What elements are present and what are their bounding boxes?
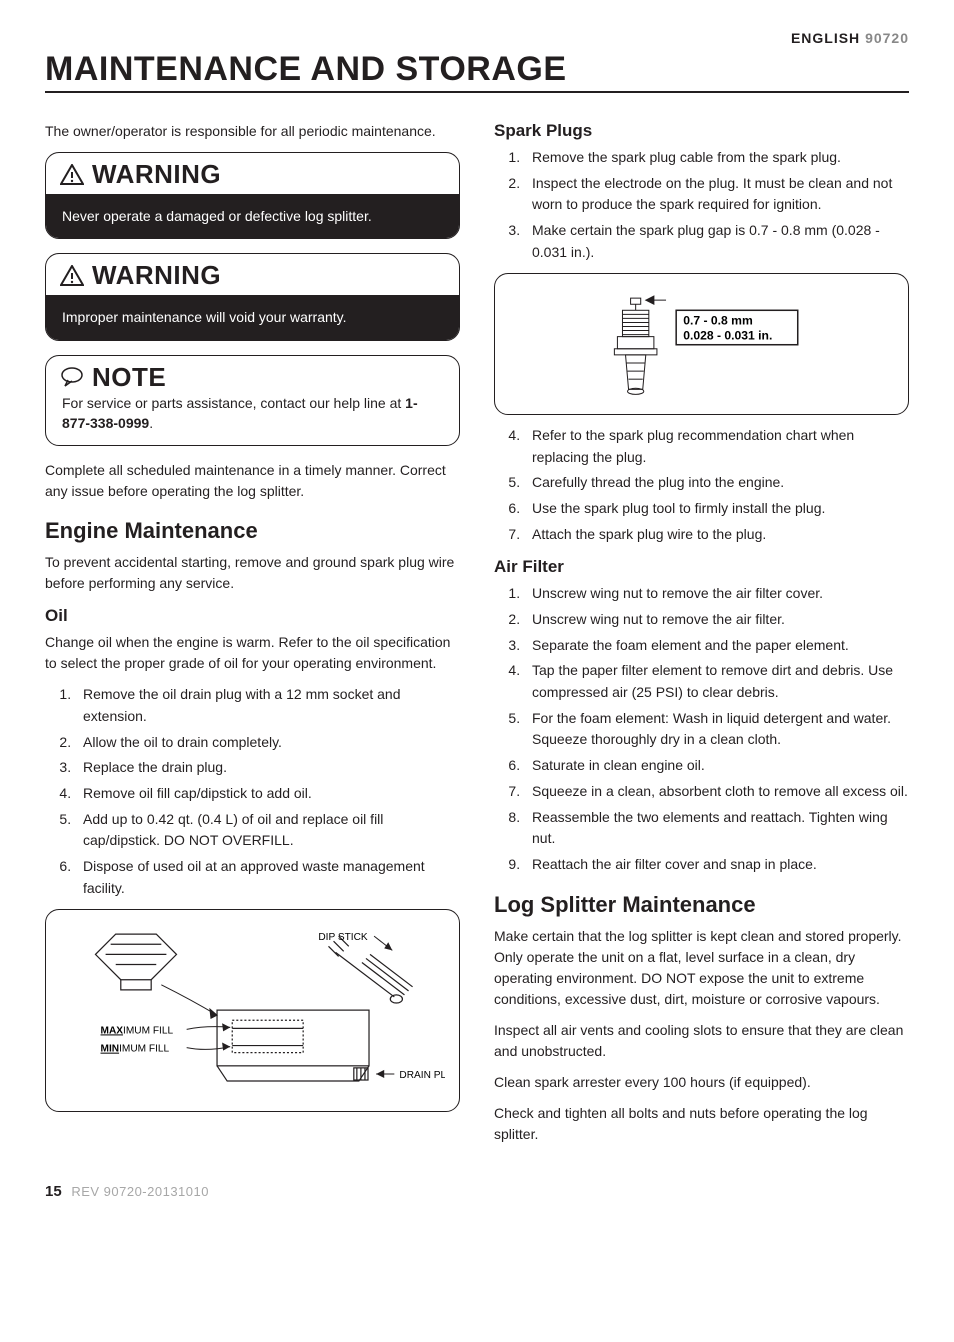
list-item: For the foam element: Wash in liquid det…: [524, 708, 909, 751]
warning-label: WARNING: [92, 260, 221, 291]
intro-paragraph: The owner/operator is responsible for al…: [45, 121, 460, 142]
list-item: Inspect the electrode on the plug. It mu…: [524, 173, 909, 216]
drain-plug-label: DRAIN PLUG: [399, 1070, 445, 1081]
list-item: Refer to the spark plug recommendation c…: [524, 425, 909, 468]
header-language-model: ENGLISH 90720: [45, 30, 909, 46]
warning-header: WARNING: [46, 254, 459, 295]
note-suffix: .: [149, 415, 153, 431]
list-item: Squeeze in a clean, absorbent cloth to r…: [524, 781, 909, 803]
list-item: Separate the foam element and the paper …: [524, 635, 909, 657]
warning-body: Never operate a damaged or defective log…: [46, 194, 459, 238]
speech-bubble-icon: [60, 366, 84, 388]
spark-plugs-heading: Spark Plugs: [494, 121, 909, 141]
list-item: Unscrew wing nut to remove the air filte…: [524, 583, 909, 605]
note-body: For service or parts assistance, contact…: [46, 393, 459, 446]
engine-maintenance-heading: Engine Maintenance: [45, 518, 460, 544]
after-note-paragraph: Complete all scheduled maintenance in a …: [45, 460, 460, 502]
oil-figure: DIP STICK MAXIMUM FILL MINIMUM FILL DRAI…: [45, 909, 460, 1111]
air-filter-heading: Air Filter: [494, 557, 909, 577]
gap-in-label: 0.028 - 0.031 in.: [683, 329, 772, 343]
list-item: Unscrew wing nut to remove the air filte…: [524, 609, 909, 631]
list-item: Saturate in clean engine oil.: [524, 755, 909, 777]
warning-triangle-icon: [60, 164, 84, 186]
air-filter-steps: Unscrew wing nut to remove the air filte…: [494, 583, 909, 875]
warning-body: Improper maintenance will void your warr…: [46, 295, 459, 339]
revision-code: REV 90720-20131010: [71, 1184, 209, 1199]
list-item: Remove the spark plug cable from the spa…: [524, 147, 909, 169]
note-prefix: For service or parts assistance, contact…: [62, 395, 405, 411]
gap-mm-label: 0.7 - 0.8 mm: [683, 314, 753, 328]
spark-steps-a: Remove the spark plug cable from the spa…: [494, 147, 909, 263]
right-column: Spark Plugs Remove the spark plug cable …: [494, 121, 909, 1155]
note-header: NOTE: [46, 356, 459, 393]
list-item: Attach the spark plug wire to the plug.: [524, 524, 909, 546]
list-item: Reassemble the two elements and reattach…: [524, 807, 909, 850]
list-item: Allow the oil to drain completely.: [75, 732, 460, 754]
warning-header: WARNING: [46, 153, 459, 194]
splitter-p1: Make certain that the log splitter is ke…: [494, 926, 909, 1010]
oil-intro: Change oil when the engine is warm. Refe…: [45, 632, 460, 674]
page-number: 15: [45, 1183, 62, 1200]
list-item: Replace the drain plug.: [75, 757, 460, 779]
note-box: NOTE For service or parts assistance, co…: [45, 355, 460, 447]
list-item: Remove oil fill cap/dipstick to add oil.: [75, 783, 460, 805]
page-footer: 15 REV 90720-20131010: [45, 1183, 909, 1200]
splitter-p3: Clean spark arrester every 100 hours (if…: [494, 1072, 909, 1093]
log-splitter-heading: Log Splitter Maintenance: [494, 892, 909, 918]
oil-steps: Remove the oil drain plug with a 12 mm s…: [45, 684, 460, 899]
splitter-p4: Check and tighten all bolts and nuts bef…: [494, 1103, 909, 1145]
warning-triangle-icon: [60, 265, 84, 287]
list-item: Remove the oil drain plug with a 12 mm s…: [75, 684, 460, 727]
splitter-p2: Inspect all air vents and cooling slots …: [494, 1020, 909, 1062]
warning-box-1: WARNING Never operate a damaged or defec…: [45, 152, 460, 239]
content-columns: The owner/operator is responsible for al…: [45, 121, 909, 1155]
page-title: MAINTENANCE AND STORAGE: [45, 50, 909, 93]
oil-heading: Oil: [45, 606, 460, 626]
list-item: Add up to 0.42 qt. (0.4 L) of oil and re…: [75, 809, 460, 852]
list-item: Reattach the air filter cover and snap i…: [524, 854, 909, 876]
header-language: ENGLISH: [791, 30, 860, 46]
header-model: 90720: [865, 30, 909, 46]
spark-steps-b: Refer to the spark plug recommendation c…: [494, 425, 909, 545]
min-fill-label: MINIMUM FILL: [101, 1044, 170, 1055]
warning-box-2: WARNING Improper maintenance will void y…: [45, 253, 460, 340]
left-column: The owner/operator is responsible for al…: [45, 121, 460, 1155]
spark-plug-svg: 0.7 - 0.8 mm 0.028 - 0.031 in.: [509, 288, 894, 399]
dipstick-label: DIP STICK: [318, 933, 368, 944]
engine-maintenance-intro: To prevent accidental starting, remove a…: [45, 552, 460, 594]
max-fill-label: MAXIMUM FILL: [101, 1026, 174, 1037]
list-item: Use the spark plug tool to firmly instal…: [524, 498, 909, 520]
list-item: Carefully thread the plug into the engin…: [524, 472, 909, 494]
list-item: Make certain the spark plug gap is 0.7 -…: [524, 220, 909, 263]
spark-figure: 0.7 - 0.8 mm 0.028 - 0.031 in.: [494, 273, 909, 414]
list-item: Tap the paper filter element to remove d…: [524, 660, 909, 703]
oil-diagram-svg: DIP STICK MAXIMUM FILL MINIMUM FILL DRAI…: [60, 924, 445, 1096]
note-label: NOTE: [92, 362, 166, 393]
warning-label: WARNING: [92, 159, 221, 190]
list-item: Dispose of used oil at an approved waste…: [75, 856, 460, 899]
